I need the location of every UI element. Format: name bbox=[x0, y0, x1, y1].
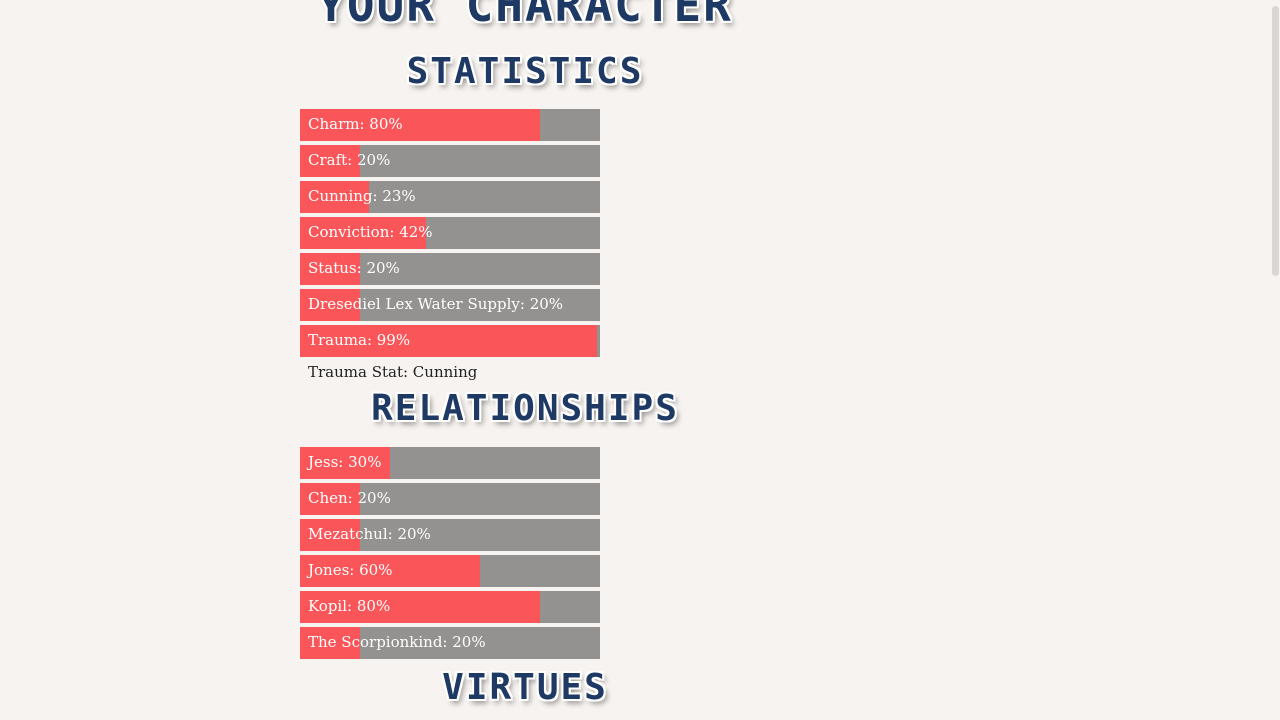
stat-bar-label: Craft: 20% bbox=[308, 151, 391, 169]
scrollbar[interactable] bbox=[1270, 0, 1280, 720]
relationship-bar-fill bbox=[300, 519, 360, 551]
stat-bar-label: Trauma: 99% bbox=[308, 331, 411, 349]
stat-bar-craft: Craft: 20% bbox=[300, 145, 600, 177]
stat-bar-label: Charm: 80% bbox=[308, 115, 403, 133]
relationship-bar-label: Jess: 30% bbox=[308, 453, 382, 471]
statistics-list: Charm: 80% Craft: 20% Cunning: 23% Convi… bbox=[300, 109, 600, 361]
relationship-bar-fill bbox=[300, 555, 480, 587]
stat-bar-fill bbox=[300, 109, 540, 141]
relationship-bar-fill bbox=[300, 447, 390, 479]
relationship-bar-label: Chen: 20% bbox=[308, 489, 391, 507]
relationship-bar-label: Kopil: 80% bbox=[308, 597, 391, 615]
stat-bar-water-supply: Dresediel Lex Water Supply: 20% bbox=[300, 289, 600, 321]
relationship-bar-kopil: Kopil: 80% bbox=[300, 591, 600, 623]
trauma-stat-text: Trauma Stat: Cunning bbox=[308, 363, 478, 381]
page-title: Your Character bbox=[317, 0, 733, 32]
stat-bar-fill bbox=[300, 253, 360, 285]
stat-bar-status: Status: 20% bbox=[300, 253, 600, 285]
stat-bar-fill bbox=[300, 145, 360, 177]
stat-bar-fill bbox=[300, 181, 369, 213]
stat-bar-fill bbox=[300, 289, 360, 321]
stat-bar-charm: Charm: 80% bbox=[300, 109, 600, 141]
relationships-list: Jess: 30% Chen: 20% Mezatchul: 20% Jones… bbox=[300, 447, 600, 663]
relationship-bar-label: The Scorpionkind: 20% bbox=[308, 633, 486, 651]
stat-bar-trauma: Trauma: 99% bbox=[300, 325, 600, 357]
relationship-bar-jess: Jess: 30% bbox=[300, 447, 600, 479]
statistics-heading: Statistics bbox=[406, 51, 644, 92]
relationship-bar-chen: Chen: 20% bbox=[300, 483, 600, 515]
stat-bar-fill bbox=[300, 217, 426, 249]
relationship-bar-fill bbox=[300, 627, 360, 659]
stat-bar-conviction: Conviction: 42% bbox=[300, 217, 600, 249]
stat-bar-label: Status: 20% bbox=[308, 259, 400, 277]
relationship-bar-label: Mezatchul: 20% bbox=[308, 525, 431, 543]
virtues-heading: Virtues bbox=[442, 667, 608, 708]
relationship-bar-fill bbox=[300, 483, 360, 515]
relationships-heading: Relationships bbox=[371, 388, 679, 429]
stat-bar-label: Cunning: 23% bbox=[308, 187, 416, 205]
relationship-bar-fill bbox=[300, 591, 540, 623]
relationship-bar-jones: Jones: 60% bbox=[300, 555, 600, 587]
scrollbar-thumb[interactable] bbox=[1272, 6, 1279, 276]
stat-bar-cunning: Cunning: 23% bbox=[300, 181, 600, 213]
stat-bar-fill bbox=[300, 325, 597, 357]
stat-bar-label: Dresediel Lex Water Supply: 20% bbox=[308, 295, 564, 313]
relationship-bar-mezatchul: Mezatchul: 20% bbox=[300, 519, 600, 551]
relationship-bar-label: Jones: 60% bbox=[308, 561, 393, 579]
stat-bar-label: Conviction: 42% bbox=[308, 223, 433, 241]
relationship-bar-scorpionkind: The Scorpionkind: 20% bbox=[300, 627, 600, 659]
